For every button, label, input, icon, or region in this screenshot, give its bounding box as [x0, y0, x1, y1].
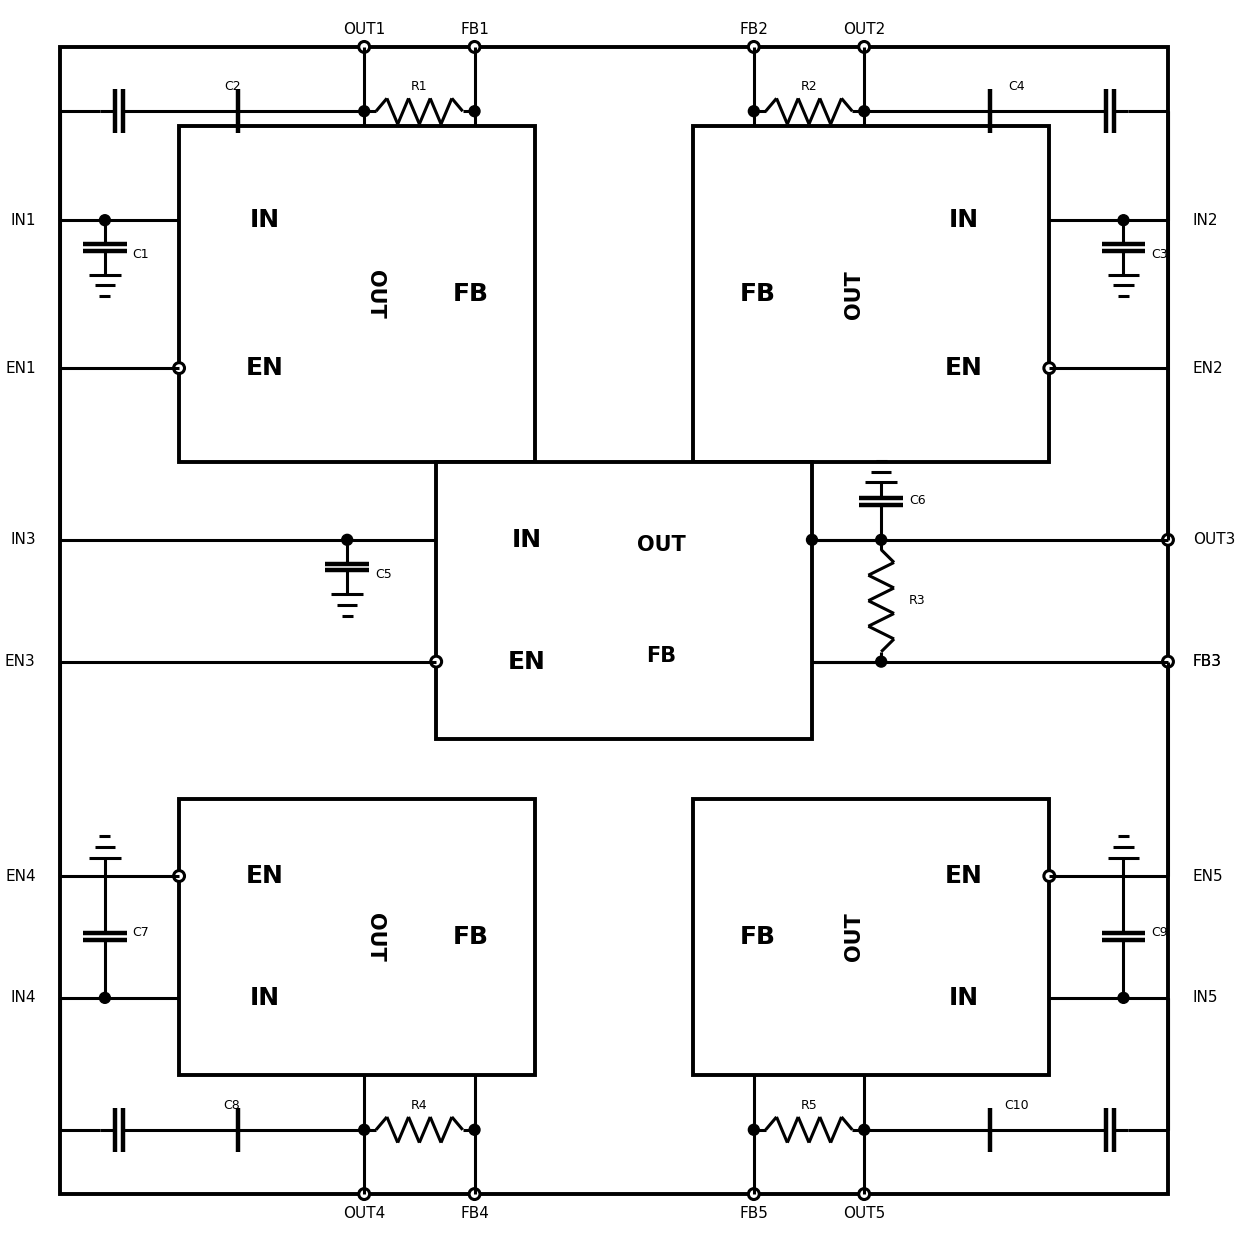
Circle shape [358, 1124, 370, 1136]
Text: C8: C8 [223, 1098, 241, 1112]
Text: C6: C6 [909, 494, 925, 506]
Text: FB: FB [453, 925, 489, 949]
Text: OUT2: OUT2 [843, 21, 885, 37]
Text: R2: R2 [801, 79, 817, 93]
Circle shape [749, 105, 759, 117]
Text: OUT4: OUT4 [343, 1206, 386, 1221]
Circle shape [174, 362, 185, 374]
Text: EN1: EN1 [5, 361, 36, 376]
Circle shape [99, 993, 110, 1003]
Text: OUT: OUT [365, 269, 384, 319]
Text: IN2: IN2 [1193, 212, 1218, 227]
Text: R1: R1 [410, 79, 428, 93]
Text: OUT: OUT [843, 912, 863, 962]
Circle shape [859, 105, 869, 117]
Circle shape [1163, 656, 1173, 668]
Text: C5: C5 [374, 568, 392, 581]
Text: EN4: EN4 [5, 869, 36, 884]
Circle shape [358, 1189, 370, 1200]
Circle shape [1044, 871, 1055, 881]
Circle shape [859, 41, 869, 52]
Text: EN: EN [246, 864, 284, 889]
Circle shape [875, 535, 887, 545]
Text: FB: FB [739, 282, 775, 307]
Circle shape [859, 1189, 869, 1200]
Text: C3: C3 [1151, 248, 1168, 262]
Text: FB3: FB3 [1193, 654, 1221, 669]
Circle shape [1118, 993, 1128, 1003]
Text: EN: EN [246, 356, 284, 380]
Text: C1: C1 [133, 248, 149, 262]
Text: R4: R4 [410, 1098, 428, 1112]
Circle shape [749, 41, 759, 52]
Text: FB3: FB3 [1193, 654, 1221, 669]
Text: FB: FB [453, 282, 489, 307]
Text: FB: FB [646, 647, 677, 666]
Text: FB5: FB5 [739, 1206, 769, 1221]
Text: OUT: OUT [637, 535, 686, 555]
Text: IN: IN [949, 208, 978, 232]
Text: IN3: IN3 [10, 532, 36, 547]
Text: IN: IN [511, 527, 542, 552]
Text: IN1: IN1 [10, 212, 36, 227]
Circle shape [806, 535, 817, 545]
Text: IN5: IN5 [1193, 990, 1218, 1005]
Text: FB: FB [739, 925, 775, 949]
Circle shape [358, 105, 370, 117]
Text: FB4: FB4 [460, 1206, 489, 1221]
Circle shape [749, 1189, 759, 1200]
Bar [179, 798, 536, 1076]
Text: EN: EN [507, 649, 546, 674]
Bar [179, 127, 536, 463]
Text: IN4: IN4 [10, 990, 36, 1005]
Text: IN: IN [949, 985, 978, 1010]
Text: R3: R3 [909, 594, 925, 607]
Circle shape [469, 105, 480, 117]
Text: C2: C2 [223, 79, 241, 93]
Text: EN: EN [945, 864, 983, 889]
Text: EN3: EN3 [5, 654, 36, 669]
Bar [436, 463, 812, 740]
Circle shape [342, 535, 352, 545]
Circle shape [469, 1124, 480, 1136]
Circle shape [469, 41, 480, 52]
Text: EN2: EN2 [1193, 361, 1224, 376]
Circle shape [99, 215, 110, 226]
Circle shape [174, 871, 185, 881]
Text: OUT: OUT [365, 912, 384, 962]
Circle shape [430, 656, 441, 668]
Text: C10: C10 [1003, 1098, 1028, 1112]
Text: OUT1: OUT1 [343, 21, 386, 37]
Circle shape [469, 1189, 480, 1200]
Text: OUT5: OUT5 [843, 1206, 885, 1221]
Bar [693, 127, 1049, 463]
Text: EN: EN [945, 356, 983, 380]
Text: IN: IN [249, 985, 279, 1010]
Text: IN: IN [249, 208, 279, 232]
Circle shape [358, 41, 370, 52]
Circle shape [875, 656, 887, 668]
Circle shape [1118, 215, 1128, 226]
Circle shape [1163, 535, 1173, 545]
Text: OUT3: OUT3 [1193, 532, 1235, 547]
Text: FB2: FB2 [739, 21, 769, 37]
Circle shape [749, 1124, 759, 1136]
Text: FB1: FB1 [460, 21, 489, 37]
Circle shape [1044, 362, 1055, 374]
Text: OUT: OUT [843, 269, 863, 319]
Text: C7: C7 [133, 926, 149, 938]
Text: R5: R5 [801, 1098, 817, 1112]
Text: EN5: EN5 [1193, 869, 1224, 884]
Text: C4: C4 [1008, 79, 1024, 93]
Bar [693, 798, 1049, 1076]
Circle shape [859, 1124, 869, 1136]
Text: C9: C9 [1151, 926, 1168, 938]
